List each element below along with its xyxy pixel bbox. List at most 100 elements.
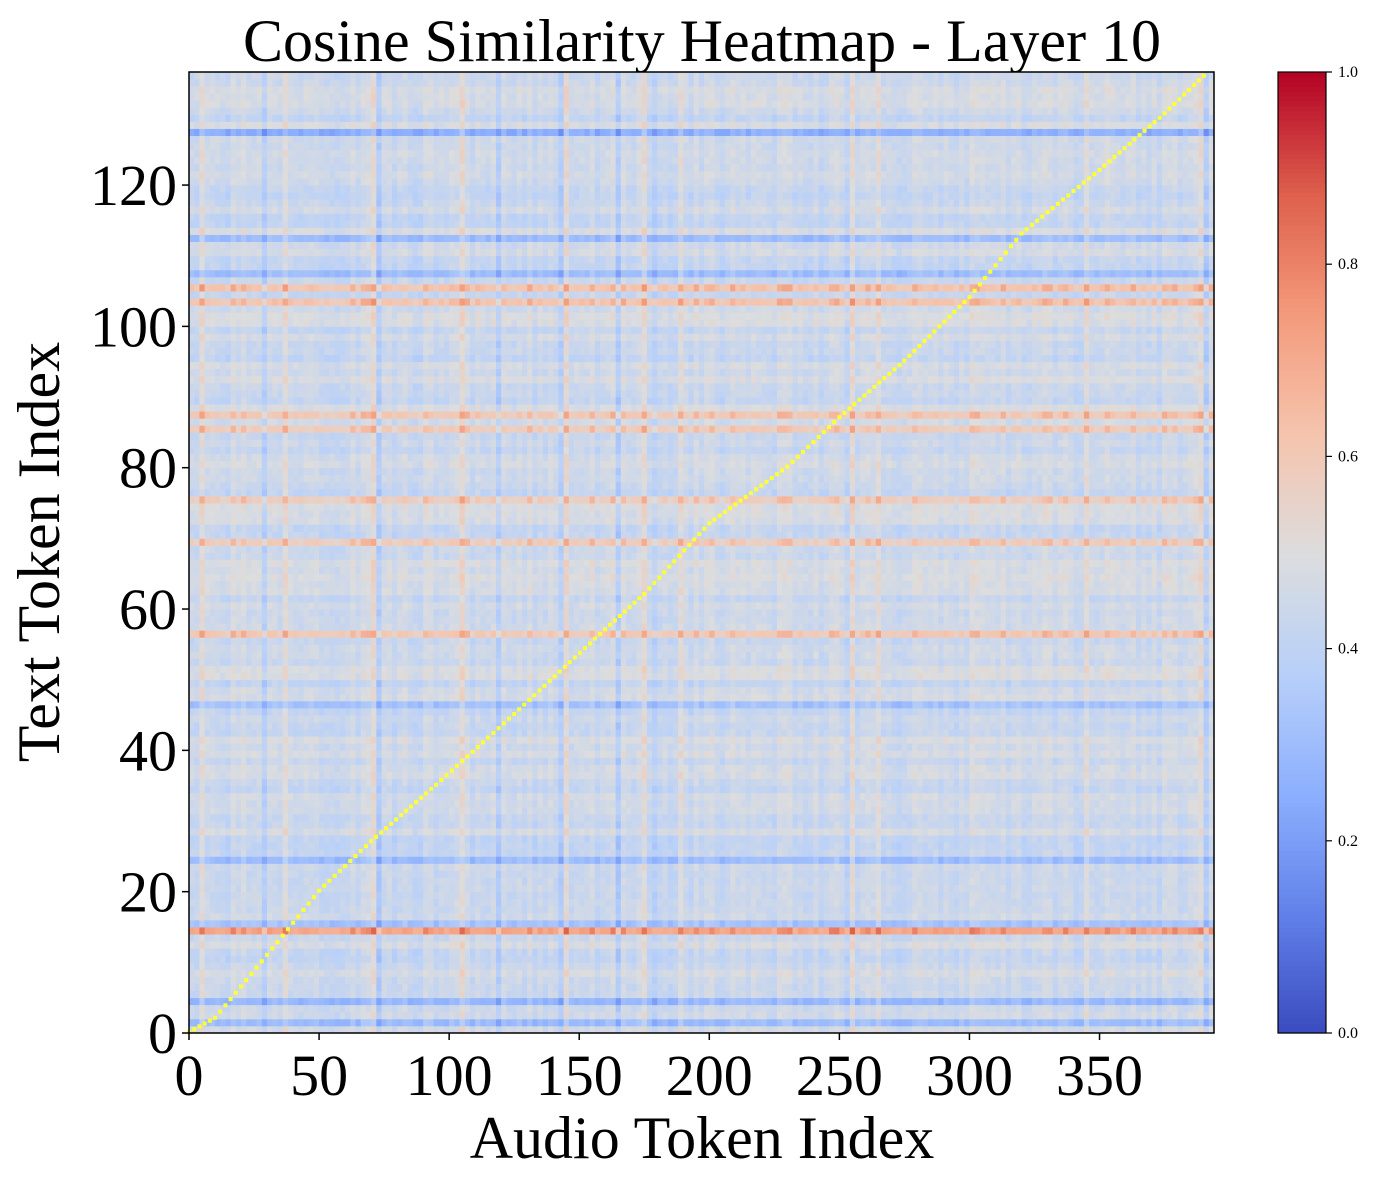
heatmap-cell: [495, 891, 502, 900]
heatmap-cell: [844, 905, 851, 914]
heatmap-cell: [527, 997, 533, 1006]
heatmap-cell: [1073, 898, 1080, 907]
heatmap-cell: [235, 990, 242, 999]
heatmap-cell: [854, 990, 861, 999]
heatmap-cell: [350, 919, 356, 928]
heatmap-cell: [990, 955, 996, 963]
heatmap-cell: [397, 997, 403, 1006]
heatmap-cell: [521, 927, 528, 935]
heatmap-cell: [704, 891, 710, 900]
heatmap-cell: [1011, 990, 1017, 999]
heatmap-cell: [412, 905, 419, 914]
heatmap-cell: [417, 884, 424, 893]
heatmap-cell: [678, 884, 684, 893]
heatmap-cell: [1161, 927, 1168, 935]
heatmap-cell: [1203, 948, 1210, 956]
heatmap-cell: [1141, 898, 1147, 907]
heatmap-cell: [199, 898, 206, 907]
heatmap-cell: [594, 1018, 601, 1027]
heatmap-cell: [693, 898, 700, 907]
heatmap-cell: [548, 912, 554, 921]
heatmap-cell: [881, 1011, 887, 1020]
heatmap-cell: [776, 884, 783, 893]
heatmap-cell: [490, 891, 497, 900]
heatmap-cell: [230, 948, 237, 956]
heatmap-cell: [943, 976, 950, 984]
heatmap-cell: [964, 983, 970, 992]
heatmap-cell: [672, 969, 679, 977]
heatmap-cell: [220, 934, 226, 942]
heatmap-cell: [891, 891, 898, 900]
heatmap-cell: [766, 905, 773, 914]
heatmap-cell: [423, 927, 429, 935]
heatmap-cell: [1089, 919, 1095, 928]
heatmap-cell: [480, 969, 486, 977]
heatmap-cell: [683, 990, 689, 999]
heatmap-cell: [1042, 983, 1048, 992]
heatmap-cell: [272, 919, 278, 928]
heatmap-cell: [1177, 983, 1184, 992]
heatmap-cell: [506, 1018, 512, 1027]
heatmap-cell: [542, 990, 549, 999]
heatmap-cell: [308, 934, 315, 942]
heatmap-cell: [714, 898, 721, 907]
heatmap-cell: [287, 905, 294, 914]
heatmap-cell: [1068, 948, 1074, 956]
heatmap-cell: [1042, 997, 1048, 1006]
heatmap-cell: [1005, 863, 1012, 871]
heatmap-cell: [360, 870, 367, 878]
heatmap-cell: [1167, 990, 1173, 999]
heatmap-cell: [391, 1018, 398, 1027]
heatmap-cell: [235, 948, 242, 956]
heatmap-cell: [709, 1004, 715, 1013]
heatmap-cell: [381, 891, 388, 900]
heatmap-cell: [334, 877, 341, 886]
heatmap-cell: [605, 898, 611, 907]
heatmap-cell: [828, 905, 835, 914]
heatmap-cell: [527, 898, 533, 907]
heatmap-cell: [959, 919, 965, 928]
heatmap-cell: [261, 891, 268, 900]
heatmap-cell: [631, 976, 637, 984]
heatmap-cell: [672, 962, 679, 970]
heatmap-cell: [464, 941, 471, 949]
heatmap-cell: [1078, 934, 1085, 942]
heatmap-cell: [1115, 905, 1121, 914]
heatmap-cell: [501, 941, 507, 949]
heatmap-cell: [776, 990, 783, 999]
heatmap-cell: [698, 912, 705, 921]
heatmap-cell: [574, 912, 580, 921]
heatmap-cell: [714, 934, 721, 942]
heatmap-cell: [1182, 1025, 1189, 1034]
heatmap-cell: [730, 1018, 736, 1027]
heatmap-cell: [610, 891, 617, 900]
heatmap-cell: [761, 983, 767, 992]
heatmap-cell: [704, 898, 710, 907]
heatmap-cell: [886, 856, 892, 864]
heatmap-cell: [527, 927, 533, 935]
heatmap-cell: [209, 948, 216, 956]
heatmap-cell: [199, 955, 206, 963]
heatmap-cell: [542, 919, 549, 928]
heatmap-cell: [907, 912, 913, 921]
heatmap-cell: [542, 856, 549, 864]
heatmap-cell: [428, 849, 434, 857]
heatmap-cell: [891, 969, 898, 977]
heatmap-cell: [933, 1018, 939, 1027]
heatmap-cell: [428, 1011, 434, 1020]
heatmap-cell: [646, 976, 653, 984]
heatmap-cell: [704, 962, 710, 970]
heatmap-cell: [896, 898, 903, 907]
heatmap-cell: [808, 870, 814, 878]
heatmap-cell: [901, 955, 908, 963]
heatmap-cell: [948, 990, 955, 999]
heatmap-cell: [272, 934, 278, 942]
heatmap-cell: [657, 955, 663, 963]
heatmap-cell: [220, 941, 226, 949]
heatmap-cell: [568, 927, 575, 935]
heatmap-cell: [313, 1025, 320, 1034]
heatmap-cell: [709, 912, 715, 921]
heatmap-cell: [428, 1004, 434, 1013]
heatmap-cell: [745, 856, 752, 864]
heatmap-cell: [985, 919, 991, 928]
